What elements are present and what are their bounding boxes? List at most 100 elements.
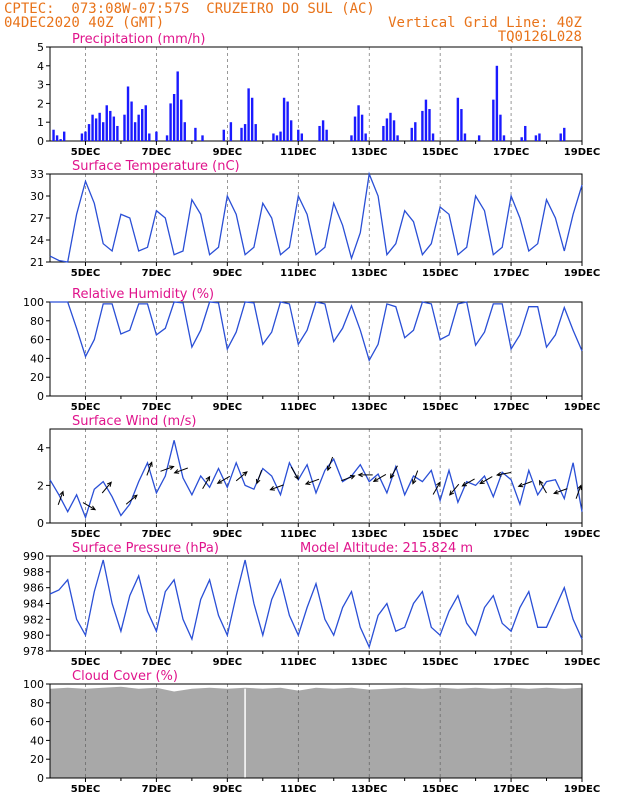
precip-bar	[477, 135, 481, 141]
precip-ytick-label: 5	[37, 41, 44, 54]
wind-arrow-head	[59, 490, 64, 497]
rh-title: Relative Humidity (%)	[72, 287, 214, 302]
wind-arrow	[270, 484, 284, 491]
precip-bar	[357, 105, 360, 141]
cloud-xtick-label: 15DEC	[422, 784, 458, 795]
precip-xtick-label: 11DEC	[280, 147, 316, 158]
pres-ytick-label: 988	[23, 566, 44, 579]
rh-xtick-label: 13DEC	[351, 402, 387, 413]
pres-ytick-label: 982	[23, 613, 44, 626]
temp-xtick-label: 17DEC	[493, 268, 529, 279]
precip-bar	[353, 116, 357, 141]
precip-bar	[105, 105, 108, 141]
precip-bar	[396, 135, 399, 141]
precip-bar	[272, 133, 275, 141]
rh-ytick-label: 0	[37, 390, 44, 403]
pres-xtick-label: 11DEC	[280, 657, 316, 668]
precip-xtick-label: 13DEC	[351, 147, 387, 158]
precip-bar	[321, 120, 325, 141]
precip-bar	[62, 131, 66, 141]
wind-arrow	[412, 470, 419, 484]
temp-xtick-label: 19DEC	[564, 268, 600, 279]
rh-xtick-label: 19DEC	[564, 402, 600, 413]
precip-bar	[520, 137, 523, 141]
precip-bar	[243, 124, 247, 141]
cloud-xtick-label: 13DEC	[351, 784, 387, 795]
wind-arrow-head	[216, 479, 223, 484]
precip-ytick-label: 3	[37, 79, 44, 92]
cloud-xtick-label: 5DEC	[71, 784, 100, 795]
precip-bar	[169, 103, 172, 141]
pres-xtick-label: 7DEC	[142, 657, 171, 668]
pres-xtick-label: 15DEC	[422, 657, 458, 668]
wind-arrow	[575, 485, 582, 499]
cloud-area	[50, 686, 582, 778]
wind-arrow-head	[436, 481, 441, 487]
temp-xtick-label: 5DEC	[71, 268, 100, 279]
wind-xtick-label: 17DEC	[493, 529, 529, 540]
precip-title: Precipitation (mm/h)	[72, 32, 205, 47]
precip-bar	[133, 122, 137, 141]
precip-bar	[102, 122, 105, 141]
rh-xtick-label: 11DEC	[280, 402, 316, 413]
cloud-ytick-label: 80	[30, 697, 44, 710]
precip-bar	[137, 114, 140, 141]
wind-arrow-head	[349, 474, 356, 480]
wind-arrow-head	[169, 465, 175, 471]
temp-ytick-label: 27	[30, 212, 44, 225]
wind-arrow-head	[461, 481, 467, 487]
rh-ytick-label: 40	[30, 352, 44, 365]
wind-arrow-head	[255, 478, 261, 485]
precip-bar	[559, 133, 562, 141]
pres-xtick-label: 9DEC	[213, 657, 242, 668]
rh-frame	[49, 301, 583, 397]
temp-title: Surface Temperature (nC)	[72, 159, 240, 174]
wind-arrow-head	[269, 486, 275, 491]
wind-arrow	[202, 476, 211, 490]
precip-bar	[55, 135, 59, 141]
precip-bar	[524, 125, 527, 141]
cloud-ytick-label: 100	[23, 678, 44, 691]
wind-xtick-label: 19DEC	[564, 529, 600, 540]
precip-xtick-label: 5DEC	[71, 147, 100, 158]
precip-bar	[180, 99, 183, 141]
cloud-ytick-label: 60	[30, 716, 44, 729]
wind-arrow	[327, 456, 334, 471]
precip-bar	[428, 109, 431, 141]
wind-arrow	[235, 471, 248, 482]
precip-bar	[148, 133, 151, 141]
header-right2: TQ0126L028	[497, 29, 582, 45]
wind-arrow-head	[173, 469, 180, 474]
wind-xtick-label: 7DEC	[142, 529, 171, 540]
precip-bar	[247, 88, 250, 141]
rh-xtick-label: 9DEC	[213, 402, 242, 413]
precip-bar	[385, 118, 389, 141]
precip-bar	[495, 65, 499, 141]
precip-bar	[431, 133, 435, 141]
rh-xtick-label: 17DEC	[493, 402, 529, 413]
header-right1: Vertical Grid Line: 40Z	[388, 15, 582, 31]
wind-ytick-label: 4	[37, 442, 44, 455]
wind-xtick-label: 15DEC	[422, 529, 458, 540]
pres-annotation: Model Altitude: 215.824 m	[300, 541, 473, 556]
wind-arrow-head	[449, 490, 455, 496]
precip-bar	[91, 114, 94, 141]
pres-ytick-label: 980	[23, 629, 44, 642]
pres-series-line	[49, 559, 583, 649]
cloud-ytick-label: 0	[37, 772, 44, 785]
temp-xtick-label: 13DEC	[351, 268, 387, 279]
precip-bar	[318, 125, 321, 141]
wind-xtick-label: 11DEC	[280, 529, 316, 540]
precip-bar	[492, 99, 495, 141]
wind-arrow	[373, 473, 387, 482]
wind-arrow	[390, 465, 398, 479]
precip-bar	[172, 94, 176, 141]
precip-bar	[194, 127, 197, 141]
header-line2: 04DEC2020 40Z (GMT)	[4, 15, 165, 31]
precip-bar	[116, 125, 119, 141]
pres-xtick-label: 19DEC	[564, 657, 600, 668]
precip-bar	[222, 129, 225, 141]
pres-ytick-label: 978	[23, 645, 44, 658]
precip-xtick-label: 9DEC	[213, 147, 242, 158]
